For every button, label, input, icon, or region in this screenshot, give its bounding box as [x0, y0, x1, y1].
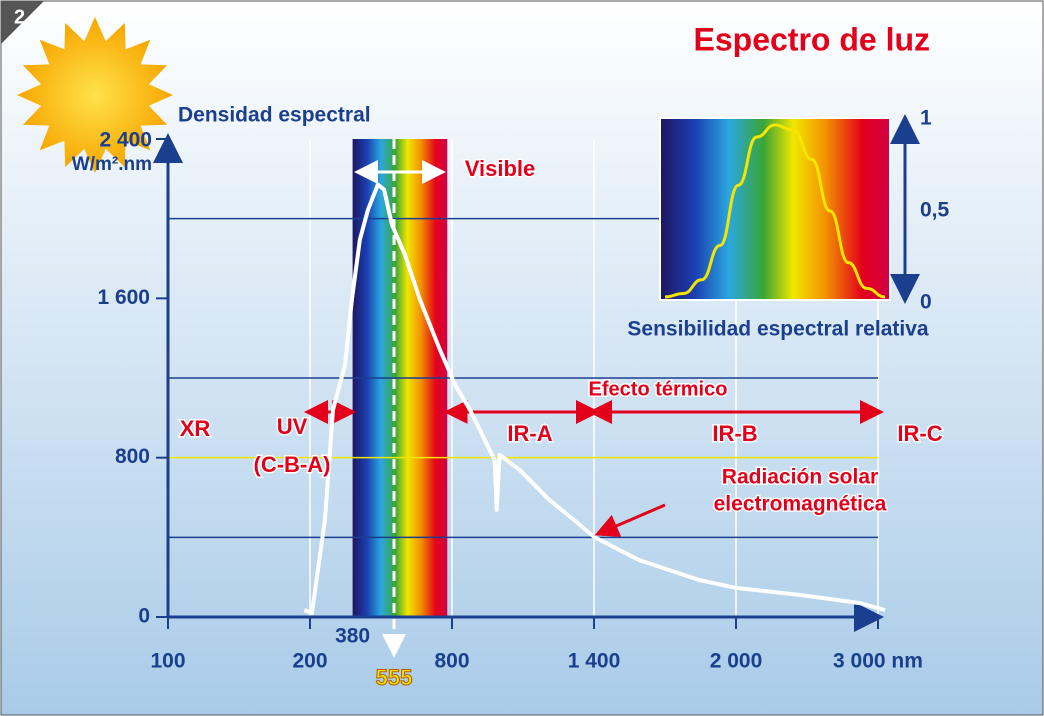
y-axis-unit: W/m².nm — [72, 154, 152, 175]
y-tick-label: 800 — [115, 445, 150, 468]
x-tick-label: 100 — [150, 650, 185, 673]
badge-number: 2 — [14, 6, 25, 28]
annotation: Visible — [465, 156, 536, 181]
background — [1, 1, 1043, 715]
chart-title: Espectro de luz — [694, 21, 931, 57]
inset-tick-label: 0,5 — [920, 199, 950, 222]
inset-tick-label: 0 — [920, 291, 932, 314]
annotation: UV — [277, 414, 308, 439]
marker-label: 555 — [376, 665, 413, 690]
annotation: IR-C — [897, 421, 942, 446]
annotation: (C-B-A) — [254, 452, 331, 477]
annotation: electromagnética — [714, 493, 887, 516]
x-tick-label: 1 400 — [568, 650, 621, 673]
page: 2 Espectro de luz Densidad espectral W/m… — [0, 0, 1044, 716]
annotation: Radiación solar — [722, 466, 878, 489]
chart: 2 Espectro de luz Densidad espectral W/m… — [0, 0, 1044, 716]
y-tick-label: 0 — [138, 605, 150, 628]
x-tick-label: 3 000 nm — [833, 650, 923, 673]
marker-label: 380 — [335, 625, 370, 648]
x-tick-label: 200 — [292, 650, 327, 673]
x-tick-label: 800 — [434, 650, 469, 673]
annotation: IR-B — [712, 421, 757, 446]
y-tick-label: 1 600 — [97, 286, 150, 309]
x-tick-label: 2 000 — [710, 650, 763, 673]
inset-tick-label: 1 — [920, 107, 932, 130]
y-tick-label: 2 400 — [99, 129, 152, 152]
inset-title: Sensibilidad espectral relativa — [627, 318, 928, 341]
annotation: XR — [180, 416, 211, 441]
annotation: Efecto térmico — [589, 378, 728, 400]
y-axis-title: Densidad espectral — [178, 104, 371, 127]
annotation: IR-A — [507, 421, 552, 446]
